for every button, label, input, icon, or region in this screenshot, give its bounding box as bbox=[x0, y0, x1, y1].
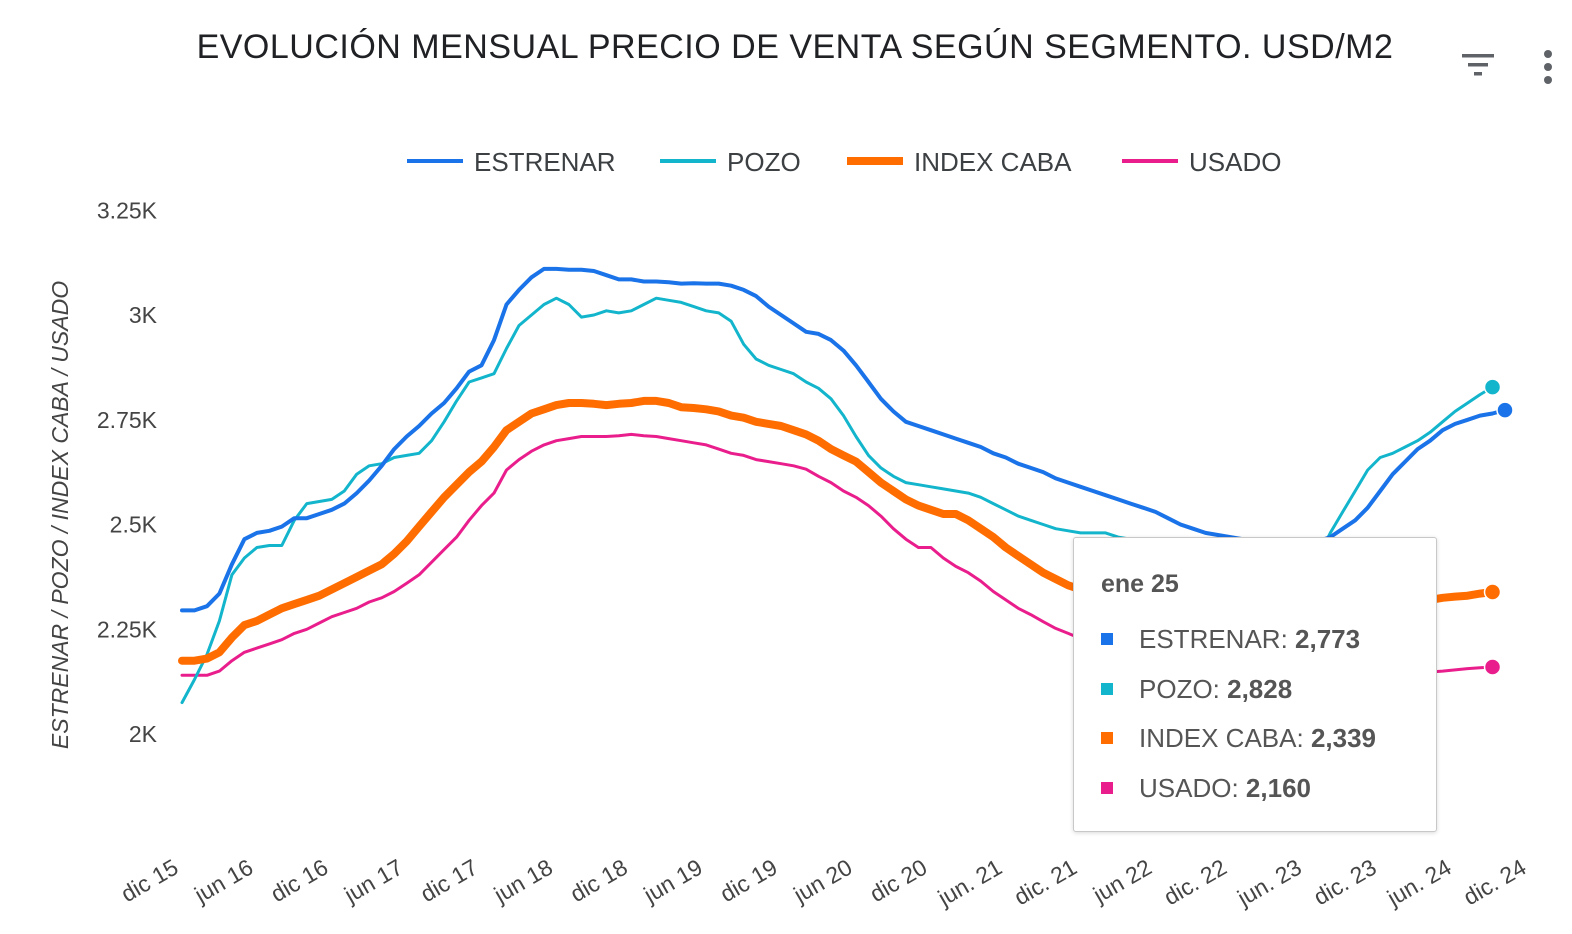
y-tick-label: 2.75K bbox=[97, 407, 158, 433]
x-tick-label: dic 20 bbox=[865, 854, 931, 907]
x-tick-label: dic 19 bbox=[715, 854, 781, 907]
tooltip-swatch bbox=[1101, 633, 1113, 646]
x-tick-label: jun 18 bbox=[489, 854, 557, 908]
y-tick-label: 2K bbox=[129, 721, 158, 747]
endpoint-usado[interactable] bbox=[1483, 658, 1502, 676]
tooltip-row-label: USADO: bbox=[1139, 773, 1246, 803]
tooltip-row-label: ESTRENAR: bbox=[1139, 624, 1296, 654]
x-tick-label: dic 16 bbox=[266, 854, 332, 907]
tooltip-swatch bbox=[1101, 782, 1113, 795]
series-endpoints bbox=[1483, 378, 1514, 676]
tooltip-row: POZO: 2,828 bbox=[1101, 674, 1292, 705]
legend: ESTRENAR POZO INDEX CABA USADO bbox=[407, 147, 1281, 177]
y-axis-ticks: 2K 2.25K 2.5K 2.75K 3K 3.25K bbox=[97, 197, 158, 747]
x-tick-label: jun. 21 bbox=[933, 854, 1007, 912]
chart-title: EVOLUCIÓN MENSUAL PRECIO DE VENTA SEGÚN … bbox=[196, 28, 1394, 66]
tooltip-row-label: INDEX CABA: bbox=[1139, 723, 1311, 753]
y-tick-label: 3K bbox=[129, 302, 158, 328]
x-axis-ticks: dic 15 jun 16 dic 16 jun 17 dic 17 jun 18 dic … bbox=[116, 854, 1530, 912]
more-vert-icon[interactable] bbox=[1536, 46, 1560, 86]
tooltip-swatch bbox=[1101, 683, 1113, 696]
tooltip-row-value: 2,773 bbox=[1295, 624, 1361, 654]
legend-item-label[interactable]: USADO bbox=[1189, 147, 1281, 177]
tooltip: ene 25 ESTRENAR: 2,773 POZO: 2,828 INDEX C… bbox=[1073, 537, 1437, 832]
x-tick-label: jun. 24 bbox=[1382, 854, 1456, 912]
x-tick-label: jun 20 bbox=[788, 854, 856, 908]
x-tick-label: jun 16 bbox=[189, 854, 257, 908]
legend-item-label[interactable]: POZO bbox=[727, 147, 801, 177]
y-tick-label: 2.25K bbox=[97, 616, 158, 642]
tooltip-row-value: 2,828 bbox=[1227, 674, 1293, 704]
x-tick-label: dic. 22 bbox=[1159, 854, 1231, 910]
x-tick-label: jun 22 bbox=[1088, 854, 1156, 908]
x-tick-label: jun 17 bbox=[339, 854, 407, 908]
x-tick-label: dic. 23 bbox=[1309, 854, 1381, 910]
legend-item-label[interactable]: INDEX CABA bbox=[914, 147, 1072, 177]
y-tick-label: 2.5K bbox=[110, 512, 158, 538]
x-tick-label: dic 18 bbox=[566, 854, 632, 907]
x-tick-label: dic 15 bbox=[116, 854, 182, 907]
tooltip-row-label: POZO: bbox=[1139, 674, 1228, 704]
tooltip-row: INDEX CABA: 2,339 bbox=[1101, 723, 1376, 754]
tooltip-swatch bbox=[1101, 732, 1113, 745]
x-tick-label: dic 17 bbox=[416, 854, 482, 907]
endpoint-estrenar[interactable] bbox=[1496, 401, 1514, 419]
tooltip-row-value: 2,160 bbox=[1245, 773, 1311, 803]
x-tick-label: jun 19 bbox=[639, 854, 707, 908]
tooltip-row: ESTRENAR: 2,773 bbox=[1101, 624, 1360, 655]
tooltip-row: USADO: 2,160 bbox=[1101, 773, 1311, 804]
legend-item-label[interactable]: ESTRENAR bbox=[474, 147, 616, 177]
x-tick-label: jun. 23 bbox=[1232, 854, 1306, 912]
endpoint-pozo[interactable] bbox=[1483, 378, 1502, 396]
y-tick-label: 3.25K bbox=[97, 197, 158, 223]
tooltip-title: ene 25 bbox=[1101, 570, 1179, 598]
filter-icon[interactable] bbox=[1460, 50, 1496, 82]
endpoint-index-caba[interactable] bbox=[1483, 583, 1502, 601]
x-tick-label: dic. 21 bbox=[1009, 854, 1081, 910]
tooltip-row-value: 2,339 bbox=[1310, 723, 1377, 753]
y-axis-label: ESTRENAR / POZO / INDEX CABA / USADO bbox=[47, 281, 73, 749]
x-tick-label: dic. 24 bbox=[1459, 854, 1531, 911]
